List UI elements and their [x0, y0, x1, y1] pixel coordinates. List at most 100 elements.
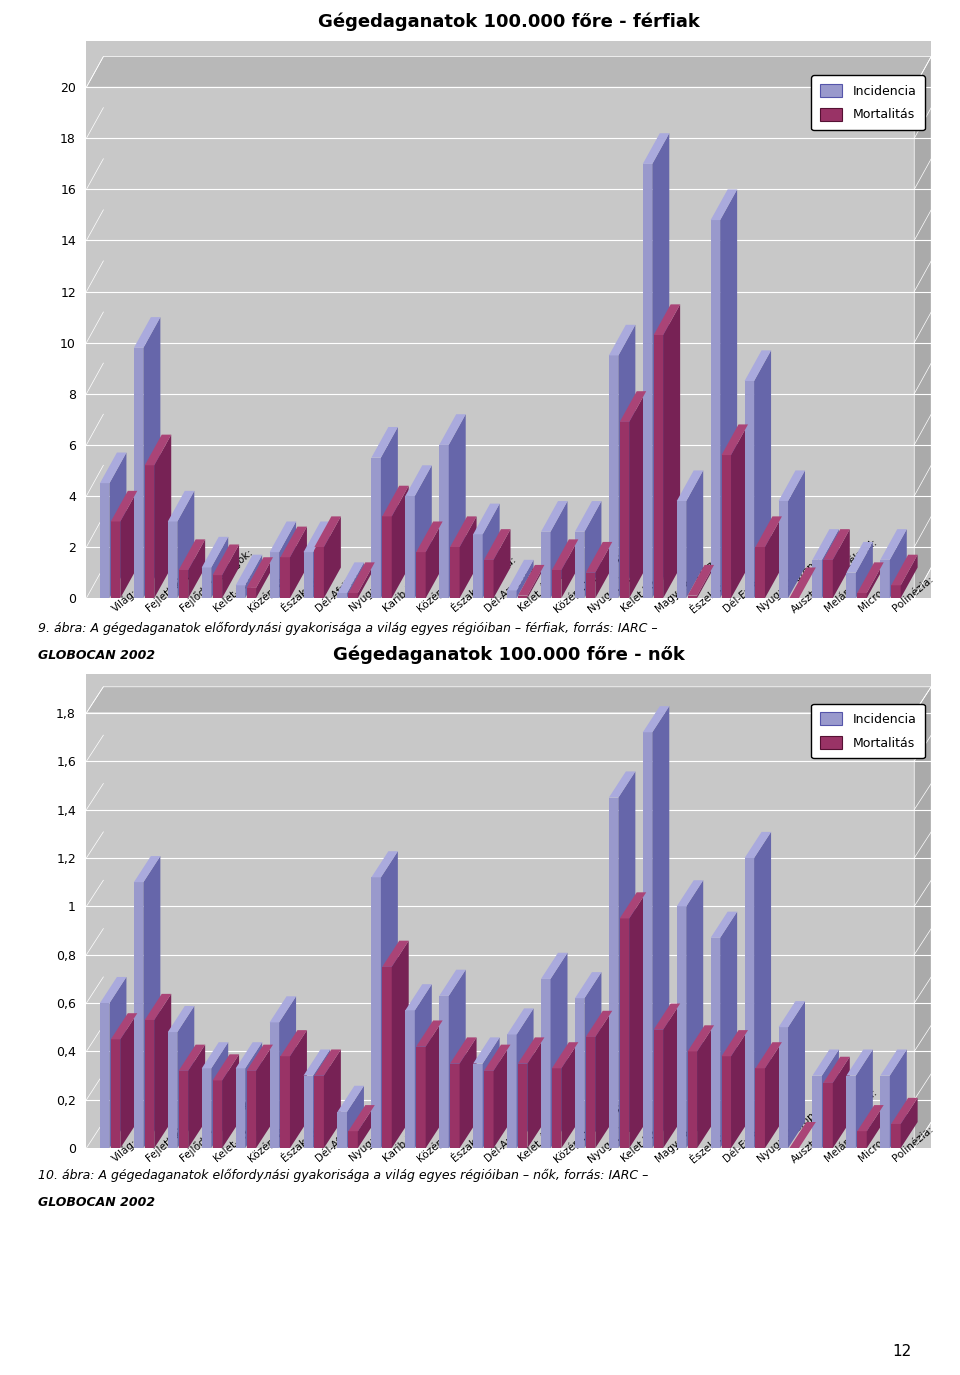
Polygon shape — [460, 517, 476, 598]
Polygon shape — [222, 544, 239, 598]
Polygon shape — [629, 392, 646, 598]
Bar — [620, 422, 629, 598]
Polygon shape — [779, 470, 805, 500]
Bar — [484, 1071, 493, 1148]
Polygon shape — [824, 1057, 850, 1084]
Legend: Incidencia, Mortalitás: Incidencia, Mortalitás — [811, 704, 924, 759]
Bar — [168, 521, 178, 598]
Polygon shape — [812, 529, 839, 560]
Bar — [100, 1002, 109, 1148]
Polygon shape — [493, 1045, 511, 1148]
Bar — [609, 356, 618, 598]
Polygon shape — [722, 1030, 748, 1056]
Bar — [609, 798, 618, 1148]
Polygon shape — [722, 425, 748, 455]
Bar — [145, 1020, 155, 1148]
Bar — [473, 1063, 483, 1148]
Polygon shape — [483, 503, 499, 598]
Polygon shape — [450, 517, 476, 547]
Polygon shape — [507, 560, 534, 590]
Polygon shape — [687, 1026, 714, 1052]
Polygon shape — [677, 470, 704, 500]
Polygon shape — [687, 565, 714, 595]
Polygon shape — [585, 972, 601, 1148]
Polygon shape — [697, 565, 714, 598]
Polygon shape — [880, 529, 907, 560]
Polygon shape — [867, 562, 884, 598]
Bar — [473, 535, 483, 598]
Polygon shape — [654, 1004, 680, 1030]
Polygon shape — [891, 1097, 918, 1123]
Polygon shape — [745, 351, 771, 381]
Polygon shape — [575, 500, 601, 532]
Bar — [303, 553, 313, 598]
Bar — [586, 1037, 595, 1148]
Polygon shape — [245, 1042, 262, 1148]
Polygon shape — [448, 414, 466, 598]
Polygon shape — [382, 485, 409, 517]
Polygon shape — [179, 1045, 205, 1071]
Polygon shape — [313, 521, 330, 598]
Polygon shape — [270, 521, 296, 553]
Polygon shape — [211, 536, 228, 598]
Polygon shape — [562, 539, 578, 598]
Polygon shape — [109, 452, 127, 598]
Polygon shape — [110, 491, 137, 521]
Polygon shape — [178, 491, 194, 598]
Bar — [145, 465, 155, 598]
Polygon shape — [856, 1049, 873, 1148]
Polygon shape — [381, 851, 397, 1148]
Bar — [348, 1132, 358, 1148]
Polygon shape — [900, 1097, 918, 1148]
Bar — [450, 1063, 460, 1148]
Polygon shape — [473, 503, 499, 535]
Bar — [382, 967, 392, 1148]
Polygon shape — [552, 1042, 578, 1068]
Bar — [643, 164, 652, 598]
Bar — [372, 458, 381, 598]
Polygon shape — [518, 1037, 544, 1063]
Polygon shape — [188, 1045, 205, 1148]
Polygon shape — [358, 562, 374, 598]
Bar — [552, 1068, 562, 1148]
Polygon shape — [133, 318, 160, 348]
Polygon shape — [155, 434, 171, 598]
Polygon shape — [756, 517, 781, 547]
Bar — [620, 918, 629, 1148]
Polygon shape — [100, 978, 127, 1002]
Polygon shape — [270, 997, 296, 1023]
Polygon shape — [720, 912, 737, 1148]
Polygon shape — [280, 1030, 307, 1056]
Bar — [100, 483, 109, 598]
Polygon shape — [303, 1049, 330, 1075]
Polygon shape — [643, 707, 669, 733]
Bar — [687, 1052, 697, 1148]
Bar — [280, 1056, 290, 1148]
Polygon shape — [731, 1030, 748, 1148]
Polygon shape — [663, 304, 680, 598]
Bar — [812, 1075, 822, 1148]
Polygon shape — [178, 1006, 194, 1148]
Polygon shape — [620, 892, 646, 918]
Polygon shape — [279, 521, 296, 598]
Polygon shape — [212, 544, 239, 575]
Polygon shape — [620, 392, 646, 422]
Polygon shape — [518, 565, 544, 595]
Polygon shape — [120, 491, 137, 598]
Bar — [710, 220, 720, 598]
Bar — [891, 586, 900, 598]
Bar — [847, 1075, 856, 1148]
Polygon shape — [731, 425, 748, 598]
Polygon shape — [188, 539, 205, 598]
Polygon shape — [109, 978, 127, 1148]
Polygon shape — [618, 771, 636, 1148]
Polygon shape — [618, 324, 636, 598]
Polygon shape — [211, 1042, 228, 1148]
Polygon shape — [338, 1086, 364, 1112]
Polygon shape — [290, 1030, 307, 1148]
Bar — [314, 1075, 324, 1148]
Bar — [880, 1075, 890, 1148]
Polygon shape — [914, 56, 931, 598]
Bar — [405, 1011, 415, 1148]
Polygon shape — [236, 1042, 262, 1068]
